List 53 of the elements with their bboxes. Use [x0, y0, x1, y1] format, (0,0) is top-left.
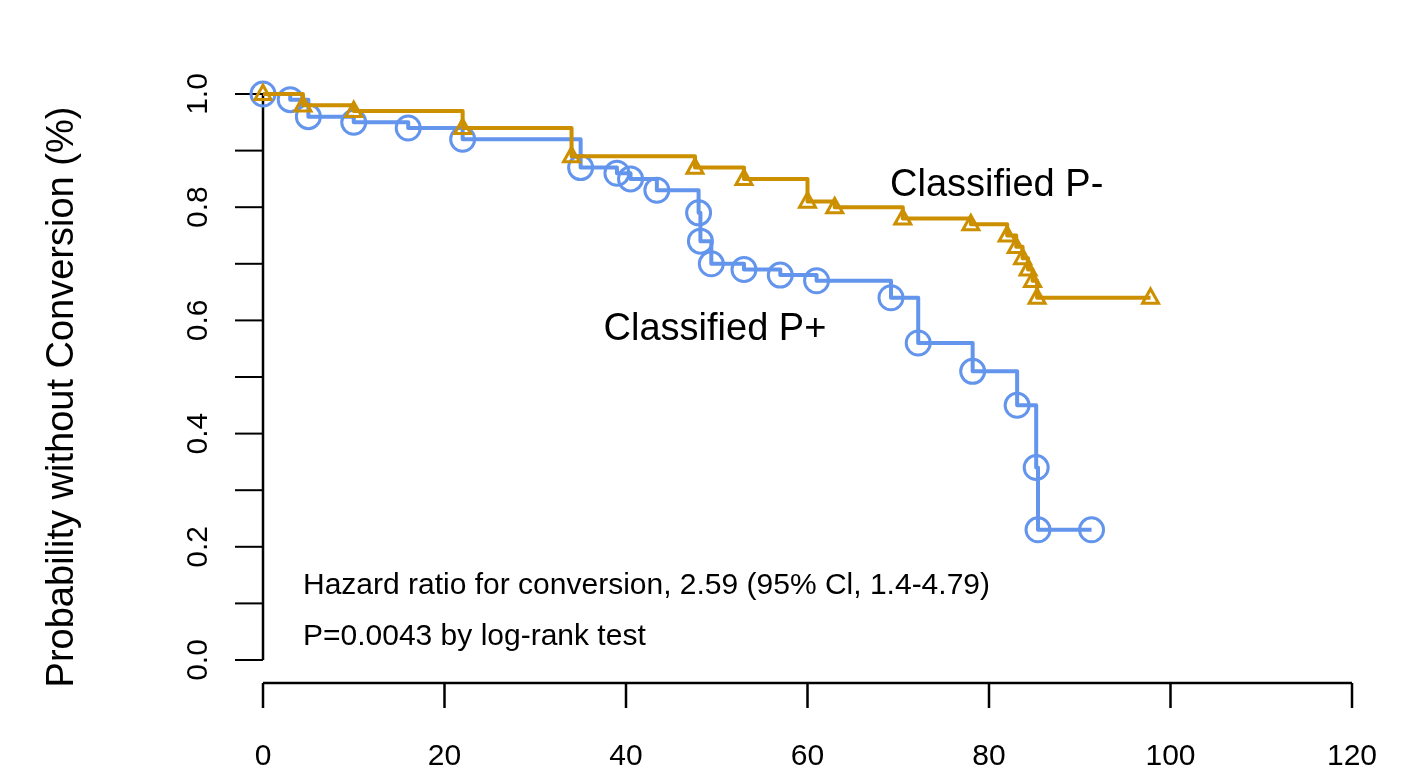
point: [798, 191, 817, 209]
point: [1018, 259, 1038, 277]
annotation: P=0.0043 by log-rank test: [303, 618, 647, 651]
series-label: Classified P+: [603, 306, 827, 348]
point: [730, 255, 758, 283]
point: [734, 168, 754, 186]
point: [643, 176, 671, 204]
point: [959, 357, 987, 385]
point: [1006, 236, 1026, 254]
y-tick-label: 0.8: [179, 186, 213, 229]
point: [344, 100, 364, 119]
x-tick-label: 100: [1145, 738, 1196, 771]
point: [603, 159, 631, 187]
point: [453, 117, 473, 136]
x-tick-label: 60: [790, 738, 825, 771]
y-tick-label: 0.2: [179, 525, 213, 568]
point: [394, 114, 422, 142]
x-tick-label: 40: [609, 738, 643, 771]
point: [1003, 391, 1031, 419]
point: [1141, 287, 1161, 305]
point: [997, 225, 1017, 243]
point: [1027, 287, 1047, 305]
annotation: Hazard ratio for conversion, 2.59 (95% Cl, 1.4-4.79): [303, 567, 990, 600]
point: [562, 145, 582, 164]
y-tick-label: 1.0: [179, 73, 213, 115]
point: [766, 261, 794, 289]
y-tick-label: 0.4: [179, 412, 213, 455]
point: [293, 95, 313, 113]
point: [825, 196, 845, 215]
point: [961, 213, 981, 232]
point: [686, 227, 714, 255]
point: [877, 284, 905, 312]
x-tick-label: 0: [254, 738, 272, 771]
point: [1013, 247, 1033, 266]
point: [904, 329, 932, 357]
y-tick-label: 0.6: [179, 299, 213, 342]
point: [1022, 454, 1050, 482]
point: [617, 165, 645, 193]
x-tick-label: 80: [972, 738, 1006, 771]
point: [893, 208, 913, 226]
series-label: Classified P-: [890, 162, 1104, 204]
y-axis-title: Probability without Conversion (%): [39, 106, 81, 688]
point: [803, 267, 831, 295]
point: [1078, 516, 1106, 544]
point: [1024, 516, 1052, 544]
point: [685, 199, 713, 227]
y-tick-label: 0.0: [179, 639, 213, 681]
point: [685, 157, 705, 175]
x-tick-label: 120: [1326, 738, 1378, 771]
point: [697, 250, 725, 278]
point: [1023, 270, 1043, 288]
x-tick-label: 20: [427, 738, 462, 771]
point: [249, 80, 277, 108]
